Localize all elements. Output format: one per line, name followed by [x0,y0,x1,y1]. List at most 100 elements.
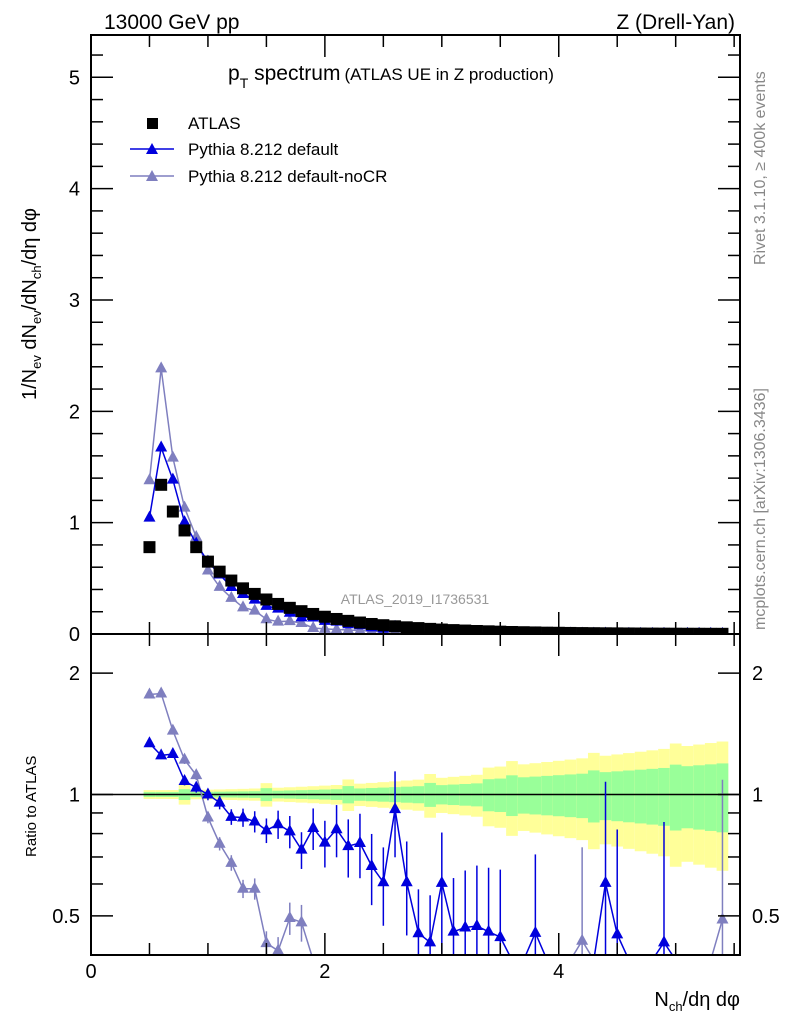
ratio-plot-marks [91,686,740,955]
point-atlas [237,582,250,595]
point-default [143,510,156,522]
title-paren: (ATLAS UE in Z production) [344,65,553,84]
side-label-rivet: Rivet 3.1.10, ≥ 400k events [752,71,769,265]
ratio-point-default [143,736,156,748]
ratio-y-axis-label: Ratio to ATLAS [23,756,40,857]
point-atlas [622,627,635,634]
point-nocr [225,590,238,602]
ylabel-part: /dN [19,279,41,310]
title-p: p [228,62,240,85]
point-nocr [201,563,214,575]
point-atlas [646,627,659,634]
legend-label-nocr: Pythia 8.212 default-noCR [188,167,387,186]
point-nocr [213,579,226,591]
ratio-point-nocr [272,943,285,955]
ylabel-sub: ev [29,310,44,324]
ratio-point-default [400,875,413,887]
xlabel-part: /dη dφ [683,989,740,1011]
ratio-tick-label-right: 0.5 [752,906,780,928]
chart-title: pT spectrum (ATLAS UE in Z production) [228,62,554,91]
ratio-tick-label-right: 2 [752,663,763,685]
band-inner-bin [529,776,542,815]
band-inner-bin [634,769,647,824]
y-tick-label: 0 [69,624,80,646]
ratio-point-default [459,920,472,932]
point-atlas [459,624,472,634]
point-atlas [576,627,589,634]
legend-label-default: Pythia 8.212 default [188,140,339,159]
header-left: 13000 GeV pp [104,11,239,34]
header-right: Z (Drell-Yan) [616,11,735,34]
ratio-point-default [611,927,624,939]
ratio-point-default [178,774,191,786]
ratio-point-default [260,823,273,835]
ratio-point-default [201,787,214,799]
point-atlas [248,587,261,600]
y-tick-label: 2 [69,401,80,423]
point-nocr [283,614,296,626]
point-atlas [365,617,378,630]
x-axis-label: Nch/dη dφ [654,989,740,1014]
ratio-point-nocr [295,915,308,927]
ratio-point-nocr [225,855,238,867]
ratio-point-default [166,747,179,759]
y-tick-label: 3 [69,290,80,312]
point-atlas [529,626,542,634]
band-inner-bin [658,767,670,826]
point-atlas [190,541,203,554]
point-atlas [587,627,600,634]
ratio-point-default [155,748,168,760]
band-inner-bin [623,770,635,823]
xlabel-sub: ch [669,999,683,1014]
point-atlas [412,622,425,634]
point-nocr [237,600,250,612]
legend-marker-default [146,143,158,154]
point-default [178,515,191,527]
ratio-point-nocr [260,936,273,948]
ratio-point-default [389,802,402,814]
ratio-point-default [447,924,460,936]
point-atlas [400,621,413,634]
ratio-point-default [657,935,670,947]
point-atlas [505,625,518,634]
band-inner-bin [552,775,565,817]
point-atlas [213,565,226,578]
ratio-point-nocr [201,810,214,822]
band-inner-bin [576,773,588,819]
ratio-point-nocr [166,723,179,735]
ratio-tick-label-left: 2 [69,663,80,685]
ylabel-part: 1/N [19,369,41,400]
point-nocr [272,614,285,626]
band-inner-bin [517,777,530,814]
ratio-point-nocr [190,768,203,780]
ratio-point-default [599,875,612,887]
x-tick-label: 4 [553,961,564,983]
ratio-point-default [225,809,238,821]
ratio-point-default [412,926,425,938]
ylabel-sub: ch [29,265,44,279]
band-inner-bin [693,765,705,830]
point-atlas [541,626,554,634]
point-atlas [564,626,577,634]
ratio-point-default [190,780,203,792]
point-atlas [272,597,285,610]
point-nocr [295,615,308,627]
ratio-point-default [353,836,366,848]
ratio-tick-label-left: 0.5 [52,906,80,928]
ratio-point-default [365,858,378,870]
ratio-point-nocr [576,933,589,945]
ratio-point-default [330,822,343,834]
point-atlas [482,625,495,634]
point-atlas [353,616,366,629]
point-default [155,440,168,452]
ratio-point-nocr [178,752,191,764]
point-atlas [704,627,717,634]
ratio-point-nocr [716,912,729,924]
point-atlas [681,627,694,634]
ylabel-part: dN [19,324,41,355]
ratio-point-nocr [283,911,296,923]
x-tick-label: 0 [85,961,96,983]
point-atlas [307,607,320,620]
ratio-tick-label-left: 1 [69,785,80,807]
point-nocr [248,603,261,615]
